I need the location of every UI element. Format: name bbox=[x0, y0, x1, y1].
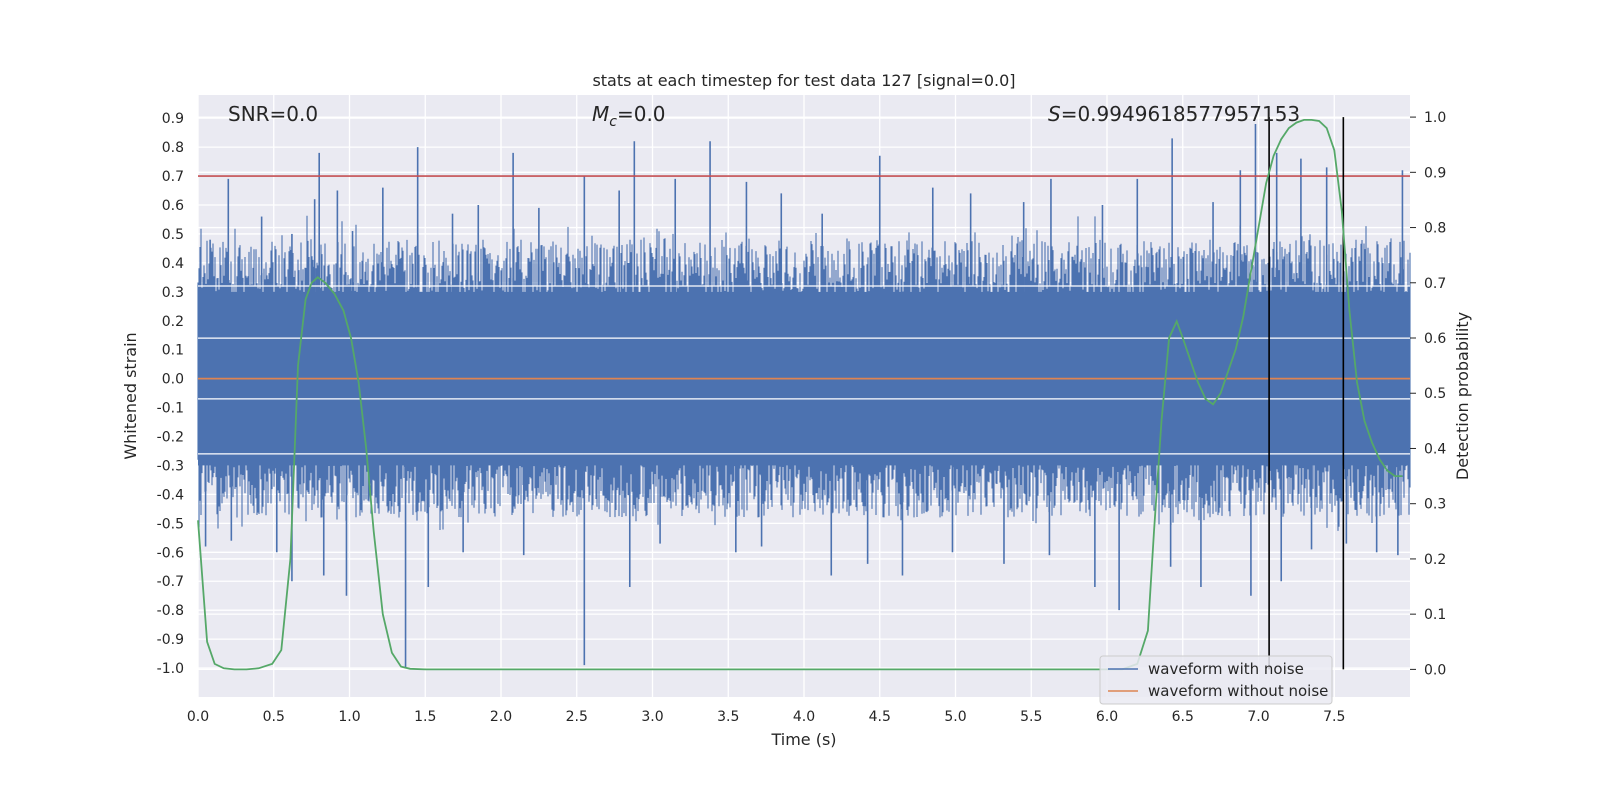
x-tick-label: 7.5 bbox=[1323, 709, 1345, 725]
chirp-mass-annotation: Mc=0.0 bbox=[592, 102, 666, 130]
noise-trace bbox=[197, 215, 1411, 531]
x-tick-label: 5.0 bbox=[944, 709, 966, 725]
chart-title: stats at each timestep for test data 127… bbox=[592, 71, 1015, 90]
x-tick-label: 4.0 bbox=[793, 709, 815, 725]
y-tick-label-left: 0.5 bbox=[162, 227, 184, 243]
y-tick-label-left: 0.3 bbox=[162, 285, 184, 301]
tick-labels: 0.0 0.5 1.0 1.5 2.0 2.5 3.0 3.5 4.0 4.5 5.0 5.5 6.0 6… bbox=[157, 110, 1447, 725]
snr-annotation: SNR=0.0 bbox=[228, 102, 318, 126]
s-symbol: S bbox=[1048, 102, 1061, 126]
x-tick-label: 1.0 bbox=[338, 709, 360, 725]
y-tick-label-left: -0.7 bbox=[157, 574, 184, 590]
x-tick-label: 6.0 bbox=[1096, 709, 1118, 725]
y-tick-label-right: 0.6 bbox=[1424, 331, 1446, 347]
y-tick-label-left: 0.0 bbox=[162, 372, 184, 388]
y-tick-label-left: -0.9 bbox=[157, 632, 184, 648]
y-tick-label-left: 0.8 bbox=[162, 140, 184, 156]
y-tick-label-right: 0.4 bbox=[1424, 441, 1446, 457]
x-tick-label: 2.0 bbox=[490, 709, 512, 725]
y-tick-label-left: -0.2 bbox=[157, 430, 184, 446]
x-tick-label: 3.0 bbox=[641, 709, 663, 725]
legend-box bbox=[1099, 655, 1333, 705]
x-tick-label: 3.5 bbox=[717, 709, 739, 725]
legend-label-clean: waveform without noise bbox=[1148, 682, 1328, 700]
y-tick-label-right: 0.9 bbox=[1424, 165, 1446, 181]
s-value: =0.9949618577957153 bbox=[1061, 102, 1300, 126]
score-annotation: S=0.9949618577957153 bbox=[1048, 102, 1300, 126]
x-tick-label: 0.5 bbox=[263, 709, 285, 725]
y-tick-label-left: 0.6 bbox=[162, 198, 184, 214]
x-tick-label: 4.5 bbox=[869, 709, 891, 725]
y-tick-label-left: 0.9 bbox=[162, 111, 184, 127]
x-axis-label: Time (s) bbox=[770, 730, 836, 749]
y-axis-label-right: Detection probability bbox=[1453, 312, 1472, 480]
x-tick-label: 7.0 bbox=[1247, 709, 1269, 725]
x-tick-label: 0.0 bbox=[187, 709, 209, 725]
y-axis-label-left: Whitened strain bbox=[121, 332, 140, 459]
x-tick-label: 2.5 bbox=[566, 709, 588, 725]
y-tick-label-left: 0.4 bbox=[162, 256, 184, 272]
y-tick-label-left: 0.7 bbox=[162, 169, 184, 185]
x-tick-label: 6.5 bbox=[1172, 709, 1194, 725]
y-tick-label-right: 1.0 bbox=[1424, 110, 1446, 126]
y-tick-label-right: 0.0 bbox=[1424, 662, 1446, 678]
legend-label-noise: waveform with noise bbox=[1148, 660, 1304, 678]
x-tick-label: 5.5 bbox=[1020, 709, 1042, 725]
mc-subscript: c bbox=[609, 114, 617, 130]
y-tick-label-left: -0.8 bbox=[157, 603, 184, 619]
y-tick-label-right: 0.5 bbox=[1424, 386, 1446, 402]
y-tick-label-left: 0.1 bbox=[162, 343, 184, 359]
y-tick-label-left: -0.3 bbox=[157, 458, 184, 474]
legend: waveform with noise waveform without noi… bbox=[1099, 655, 1333, 705]
y-tick-label-left: 0.2 bbox=[162, 314, 184, 330]
x-tick-label: 1.5 bbox=[414, 709, 436, 725]
mc-symbol: M bbox=[592, 102, 609, 126]
detection-probability-line bbox=[197, 119, 1403, 671]
y-tick-label-left: -1.0 bbox=[157, 661, 184, 677]
y-tick-label-left: -0.6 bbox=[157, 545, 184, 561]
y-tick-label-left: -0.4 bbox=[157, 487, 184, 503]
y-tick-label-right: 0.3 bbox=[1424, 497, 1446, 513]
mc-value: =0.0 bbox=[617, 102, 666, 126]
y-tick-label-right: 0.7 bbox=[1424, 276, 1446, 292]
y-tick-label-right: 0.1 bbox=[1424, 607, 1446, 623]
y-tick-label-right: 0.8 bbox=[1424, 221, 1446, 237]
y-tick-label-left: -0.1 bbox=[157, 401, 184, 417]
line-series bbox=[197, 117, 1410, 671]
y-tick-label-right: 0.2 bbox=[1424, 552, 1446, 568]
y-tick-label-left: -0.5 bbox=[157, 516, 184, 532]
